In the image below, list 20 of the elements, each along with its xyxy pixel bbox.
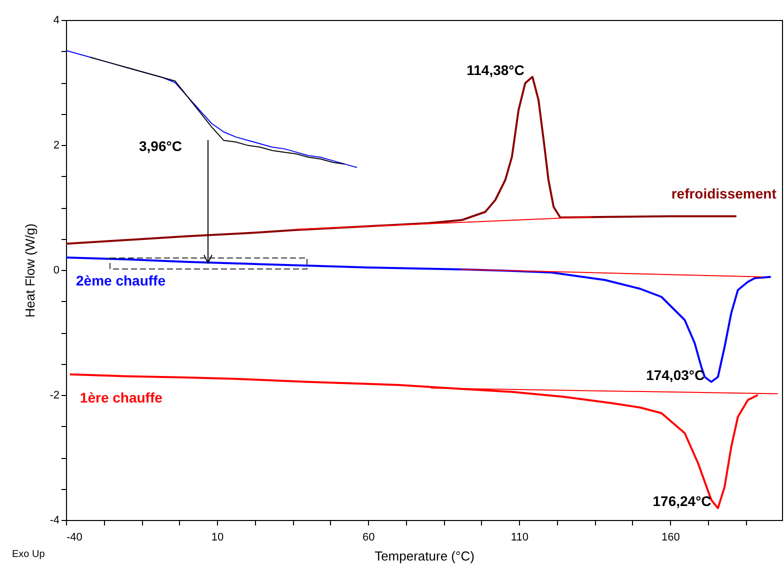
series-label: 2ème chauffe xyxy=(76,272,166,288)
annotation: 176,24°C xyxy=(652,493,712,510)
y-tick-label: 0 xyxy=(53,264,60,276)
y-tick-label: 4 xyxy=(53,14,60,26)
y-tick-label: -4 xyxy=(50,514,60,526)
x-tick-label: -40 xyxy=(66,532,82,544)
y-tick-label: 2 xyxy=(53,140,60,152)
y-tick-label: -2 xyxy=(50,390,60,402)
annotation: 3,96°C xyxy=(139,138,182,154)
x-tick-label: 160 xyxy=(662,532,680,544)
annotation: 114,38°C xyxy=(466,62,524,78)
series-label: refroidissement xyxy=(671,185,777,202)
x-tick-label: 110 xyxy=(510,532,528,544)
series-label: 1ère chauffe xyxy=(80,389,163,406)
annotation: 174,03°C xyxy=(646,366,705,383)
x-axis-title: Temperature (°C) xyxy=(374,548,474,564)
x-tick-label: 60 xyxy=(362,532,375,544)
text: Exo Up xyxy=(12,549,45,560)
y-axis-title: Heat Flow (W/g) xyxy=(22,224,38,318)
x-tick-label: 10 xyxy=(211,532,224,544)
